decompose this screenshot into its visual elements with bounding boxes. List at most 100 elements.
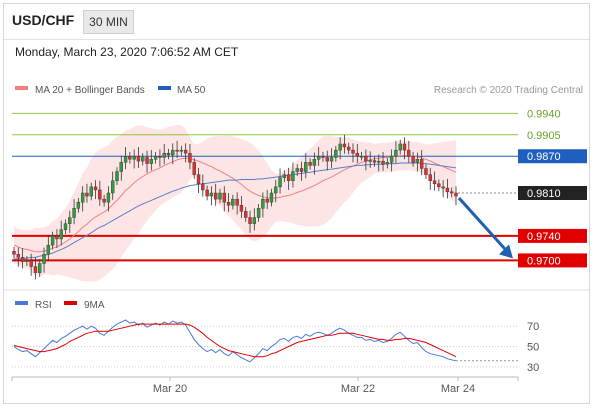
candle [321,151,325,162]
candle [76,197,81,213]
candle [372,156,377,167]
candle [72,199,76,225]
candle [394,140,398,163]
candle [368,151,372,168]
candle [338,137,342,160]
candle [437,179,441,192]
candle [188,143,192,170]
candle [424,164,428,179]
candle [162,143,166,165]
candle [286,167,291,190]
header-divider [4,39,589,40]
candle [85,183,89,203]
candle [278,168,282,194]
level-lines [12,112,518,262]
symbol-label: USD/CHF [12,12,75,28]
candle [115,167,119,186]
timestamp: Monday, March 23, 2020 7:06:52 AM CET [15,45,239,59]
candle [304,153,308,179]
legend-ma50-label: MA 50 [177,85,206,96]
candle [89,182,93,201]
candle [316,147,321,167]
candle [402,137,407,160]
candle [171,143,175,165]
candle [213,183,218,206]
candle [93,180,98,200]
rsi-ma-line [13,323,457,358]
candle [12,246,16,259]
candle [445,178,450,199]
candle [226,193,231,212]
candle [98,180,102,206]
candle [347,142,351,155]
legend-9ma-label: 9MA [84,300,105,311]
candle [381,151,385,171]
chart-frame [3,3,590,404]
candle [145,150,149,173]
candle [38,259,42,277]
bollinger-band-area [14,124,456,282]
candle [123,147,128,170]
legend-ma20-label: MA 20 + Bollinger Bands [35,85,145,96]
candle [136,147,141,168]
candle [269,188,274,207]
rsi-tick-70: 70 [527,321,539,333]
level-tag-0.9870 [518,149,587,164]
candle [42,247,46,273]
candle [46,235,51,262]
candle [20,248,25,269]
candle [355,143,360,163]
candle [441,180,445,198]
candle [325,150,329,171]
candle [239,196,244,219]
candle [432,171,437,191]
rsi-tick-30: 30 [527,362,539,374]
candle [415,152,420,172]
level-tag-0.9810 [518,186,587,200]
candle [389,149,394,172]
legend-rsi-swatch [15,301,28,305]
candle [342,134,347,154]
level-label-0.9870: 0.9870 [527,151,561,163]
candle [50,231,55,250]
level-label-0.9740: 0.9740 [527,231,561,243]
candle [428,167,432,190]
candle [407,140,411,163]
x-tick-label: Mar 20 [153,383,187,395]
legend-ma20-swatch [15,86,28,90]
level-label-0.9905: 0.9905 [527,130,561,142]
candle [398,139,402,155]
candle [261,192,265,218]
candle [218,188,222,204]
candle [256,204,261,222]
x-tick-label: Mar 24 [441,383,475,395]
legend-rsi-label: RSI [35,300,52,311]
candle [252,208,257,231]
watermark: Research © 2020 Trading Central [434,85,583,96]
candle [68,210,72,233]
level-tag-0.9700 [518,253,587,268]
candle [385,158,390,169]
candle [244,207,248,222]
candle [291,162,295,188]
level-label-0.9940: 0.9940 [527,108,561,120]
candle [102,194,106,207]
timeframe-button[interactable]: 30 MIN [83,10,134,34]
candle [209,186,214,206]
candle [141,153,145,166]
candle [351,143,355,163]
candle [265,189,269,209]
candle [63,219,68,235]
candle [175,140,179,159]
candle [299,161,304,181]
bollinger-band [14,124,456,282]
candle [132,149,136,169]
candle [59,220,63,246]
x-axis-ticks: Mar 20 Mar 22 Mar 24 [11,377,519,395]
candle [80,186,85,212]
candle [312,152,317,175]
legend-ma50-swatch [158,86,171,90]
rsi-line [13,319,457,363]
candle [334,145,338,162]
